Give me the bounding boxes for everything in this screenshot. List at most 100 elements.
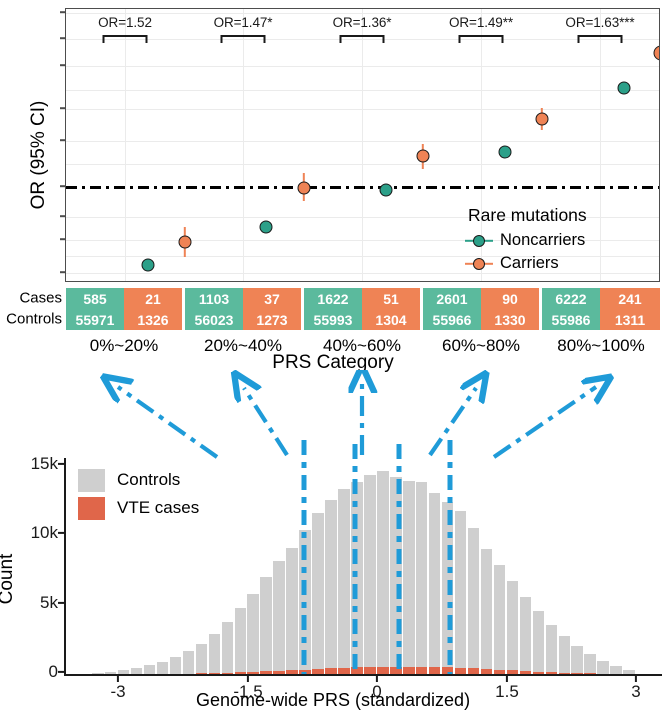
count-ytick-label-15k: 15k [31, 454, 58, 474]
or-annotation-bracket-4 [459, 35, 504, 43]
hist-bar-controls [429, 493, 441, 675]
table-cell-cases-carriers: 37 [243, 288, 301, 309]
table-cell-controls-noncarriers: 56023 [185, 309, 243, 330]
hist-bar-controls [520, 597, 532, 674]
gridline-vertical [125, 9, 126, 281]
table-cell-controls-carriers: 1326 [124, 309, 182, 330]
or-annotation-bracket-1 [103, 35, 148, 43]
legend-label-vte-cases: VTE cases [117, 498, 199, 518]
rare-mutations-legend: Rare mutations Noncarriers Carriers [464, 205, 587, 275]
or-annotation-label-3: OR=1.36* [333, 15, 392, 30]
hist-bar-controls [260, 577, 272, 674]
percentile-line-60 [397, 444, 402, 674]
hist-bar-controls [247, 594, 259, 674]
legend-item-vte-cases[interactable]: VTE cases [78, 494, 199, 522]
hist-bar-vte-cases [364, 667, 376, 674]
or-annotation-label-4: OR=1.49** [449, 15, 513, 30]
histogram-legend: Controls VTE cases [78, 466, 199, 522]
table-cell-controls-noncarriers: 55971 [66, 309, 124, 330]
data-point-noncarrier-3[interactable] [380, 184, 393, 197]
table-cell-cases-carriers: 21 [124, 288, 182, 309]
hist-bar-controls [312, 513, 324, 674]
legend-item-carriers[interactable]: Carriers [464, 252, 587, 275]
connector-arrow-4 [430, 388, 476, 455]
table-cell-controls-noncarriers: 55993 [304, 309, 362, 330]
data-point-carrier-3[interactable] [417, 150, 430, 163]
data-point-carrier-5[interactable] [654, 46, 661, 61]
gridline-vertical [362, 9, 363, 281]
count-table: Cases Controls 585 21 55971 1326 1103 37… [0, 287, 666, 331]
hist-bar-vte-cases [403, 667, 415, 674]
hist-bar-controls [610, 666, 622, 674]
connector-arrow-5 [494, 387, 596, 457]
table-cell-cases-noncarriers: 1622 [304, 288, 362, 309]
hist-bar-controls [559, 636, 571, 674]
legend-label-noncarriers: Noncarriers [500, 231, 585, 250]
or-annotation-bracket-5 [578, 35, 623, 43]
legend-swatch-controls-icon [78, 469, 105, 492]
hist-bar-controls [377, 471, 389, 674]
hist-bar-controls [222, 622, 234, 674]
hist-bar-controls [416, 482, 428, 674]
table-cell-controls-carriers: 1311 [600, 309, 660, 330]
hist-bar-controls [494, 565, 506, 674]
legend-label-controls: Controls [117, 470, 180, 490]
hist-bar-vte-cases [377, 667, 389, 674]
data-point-noncarrier-1[interactable] [142, 259, 155, 272]
or-plot-panel: OR=1.52 OR=1.47* OR=1.36* OR=1.49** OR=1… [65, 8, 660, 282]
hist-bar-controls [325, 500, 337, 674]
legend-title: Rare mutations [464, 205, 587, 226]
legend-key-carriers-icon [464, 254, 494, 274]
data-point-noncarrier-4[interactable] [499, 146, 512, 159]
or-annotation-bracket-3 [340, 35, 385, 43]
percentile-line-80 [448, 440, 453, 674]
hist-bar-controls [183, 651, 195, 674]
hist-bar-controls [546, 625, 558, 674]
data-point-carrier-1[interactable] [179, 236, 192, 249]
percentile-line-40 [353, 444, 358, 674]
hist-bar-vte-cases [429, 667, 441, 674]
hist-bar-controls [196, 644, 208, 675]
data-point-carrier-2[interactable] [298, 182, 311, 195]
hist-bar-controls [468, 528, 480, 674]
hist-bar-controls [507, 581, 519, 674]
hist-bar-controls [273, 561, 285, 674]
table-cell-cases-carriers: 241 [600, 288, 660, 309]
data-point-carrier-4[interactable] [536, 113, 549, 126]
table-cell-controls-carriers: 1304 [362, 309, 420, 330]
table-row-label-controls: Controls [6, 311, 62, 328]
or-annotation-bracket-2 [221, 35, 266, 43]
count-ytick-label-0: 0 [49, 662, 58, 682]
hist-bar-controls [533, 611, 545, 674]
gridline-vertical [243, 9, 244, 281]
hist-bar-controls [403, 481, 415, 675]
count-ytick-label-10k: 10k [31, 523, 58, 543]
hist-bar-controls [584, 654, 596, 674]
table-cell-controls-noncarriers: 55986 [542, 309, 600, 330]
legend-swatch-vte-cases-icon [78, 497, 105, 520]
data-point-noncarrier-2[interactable] [260, 221, 273, 234]
hist-bar-controls [209, 634, 221, 674]
legend-item-controls[interactable]: Controls [78, 466, 199, 494]
connector-arrow-2 [244, 388, 287, 455]
hist-bar-controls [597, 661, 609, 674]
hist-bar-controls [455, 511, 467, 674]
table-row-label-cases: Cases [19, 290, 62, 307]
data-point-noncarrier-5[interactable] [618, 82, 631, 95]
table-cell-cases-noncarriers: 585 [66, 288, 124, 309]
count-axis-title: Count [0, 499, 18, 659]
connector-arrows [0, 370, 666, 465]
hist-bar-vte-cases [416, 667, 428, 674]
hist-bar-controls [144, 665, 156, 674]
table-cell-cases-carriers: 51 [362, 288, 420, 309]
table-cell-cases-noncarriers: 6222 [542, 288, 600, 309]
hist-bar-controls [338, 489, 350, 674]
hist-bar-controls [235, 608, 247, 674]
table-cell-controls-noncarriers: 55966 [423, 309, 481, 330]
legend-item-noncarriers[interactable]: Noncarriers [464, 229, 587, 252]
hist-bar-controls [364, 475, 376, 674]
percentile-line-20 [302, 440, 307, 674]
or-annotation-label-2: OR=1.47* [214, 15, 273, 30]
table-cell-controls-carriers: 1273 [243, 309, 301, 330]
